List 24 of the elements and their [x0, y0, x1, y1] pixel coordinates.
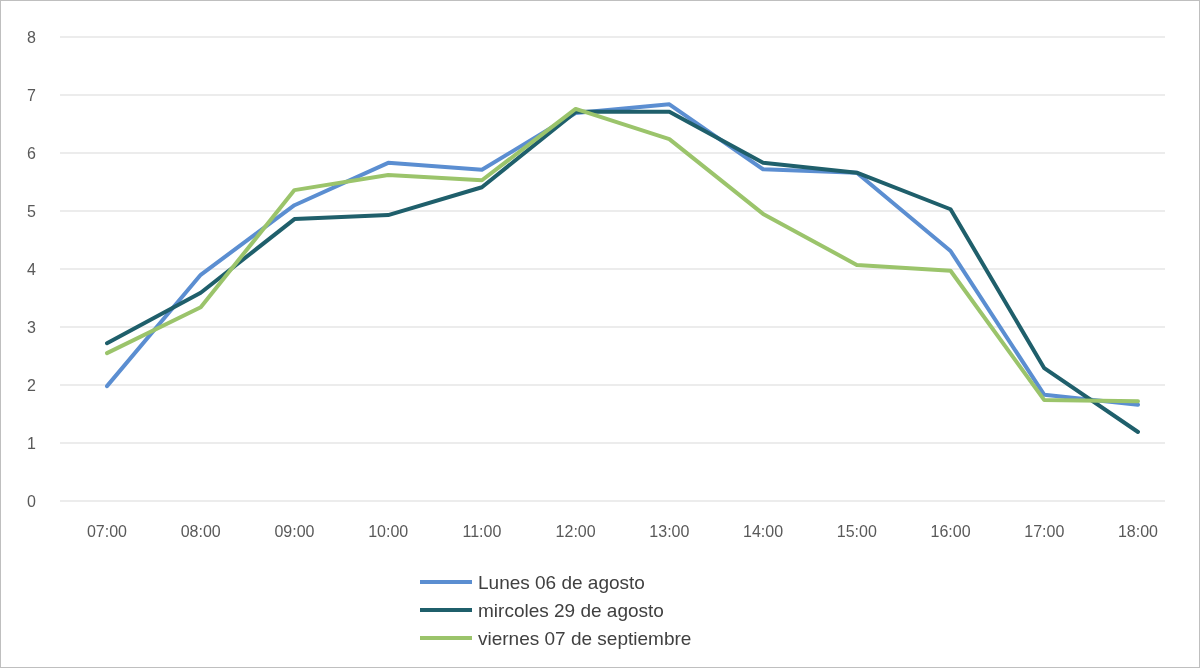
y-tick-label: 1: [27, 434, 37, 452]
y-tick-label: 2: [27, 376, 37, 394]
y-tick-label: 7: [27, 86, 37, 104]
x-tick-label: 17:00: [1024, 523, 1065, 540]
x-tick-label: 09:00: [274, 523, 315, 540]
x-tick-label: 08:00: [180, 523, 221, 540]
x-tick-label: 13:00: [649, 523, 690, 540]
x-tick-label: 10:00: [368, 523, 409, 540]
x-tick-label: 14:00: [743, 523, 784, 540]
y-tick-label: 8: [27, 28, 37, 46]
x-tick-label: 11:00: [462, 523, 502, 540]
x-tick-label: 12:00: [555, 523, 596, 540]
legend-label: mircoles 29 de agosto: [478, 599, 664, 621]
y-tick-label: 0: [27, 492, 37, 510]
legend-label: viernes 07 de septiembre: [478, 627, 692, 649]
legend-label: Lunes 06 de agosto: [478, 571, 645, 593]
x-tick-label: 18:00: [1117, 523, 1159, 540]
x-tick-label: 07:00: [86, 523, 128, 540]
y-tick-label: 5: [27, 202, 37, 220]
x-tick-label: 15:00: [836, 523, 877, 540]
y-tick-label: 6: [27, 144, 37, 162]
x-tick-label: 16:00: [930, 523, 971, 540]
y-tick-label: 3: [27, 318, 37, 336]
y-tick-label: 4: [27, 260, 37, 278]
